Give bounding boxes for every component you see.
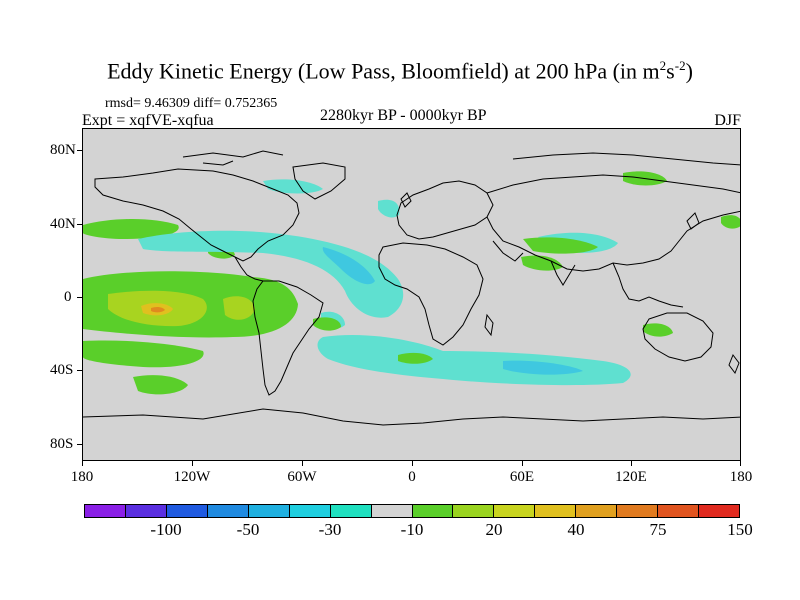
europe-coast [396,180,494,240]
australia-anomaly [643,323,673,337]
x-label-120w: 120W [173,469,211,485]
siberian-arctic-coast [512,152,740,166]
map-plot-area [82,128,741,461]
arabia-india-coast [492,240,576,286]
canadian-arctic-coast [182,150,284,166]
greenland-anomaly [263,179,323,194]
antarctica-coast [83,408,740,426]
colorbar-label: 150 [727,520,753,539]
x-tick [740,461,741,466]
south-pacific-anomaly-2 [133,375,188,395]
x-tick [192,461,193,466]
south-america-coast [252,280,324,396]
japan-coast [686,212,700,230]
southeast-asia-coast [612,262,684,308]
south-atlantic-anomaly [313,317,341,331]
colorbar-box-3 [207,505,249,517]
north-america-coast [94,168,300,262]
x-label-120e: 120E [615,469,647,485]
y-label-40s: 40S [50,362,74,378]
coastlines [83,150,740,426]
y-label-80s: 80S [50,436,74,452]
map-svg [83,150,740,426]
southern-green-anomaly [398,352,433,364]
x-label-180e: 180 [729,469,753,485]
new-zealand-coast [728,353,740,375]
colorbar-label: -10 [400,520,424,539]
south-pacific-anomaly [83,340,204,368]
mediterranean-anomaly [523,237,598,254]
x-label-180w: 180 [70,469,94,485]
y-tick [77,224,82,225]
colorbar-label: -50 [236,520,260,539]
colorbar-box-12 [576,505,618,517]
colorbar-box-7 [371,505,413,517]
peru-anomaly [223,296,255,320]
x-tick [631,461,632,466]
colorbar-label: 40 [567,520,585,539]
chart-title: Eddy Kinetic Energy (Low Pass, Bloomfiel… [107,58,693,84]
anomaly-fields [83,171,740,395]
experiment-label: Expt = xqfVE-xqfua [82,112,214,129]
atlantic-negative-core [322,247,375,285]
y-tick [77,150,82,151]
north-pacific-anomaly [83,219,179,239]
colorbar-box-8 [412,505,454,517]
x-tick [412,461,413,466]
colorbar-box-6 [330,505,372,517]
y-tick [77,444,82,445]
india-anomaly [521,255,563,271]
colorbar-box-5 [289,505,331,517]
x-tick [302,461,303,466]
central-america-coast [234,256,264,282]
colorbar-box-11 [535,505,577,517]
europe-negative-anomaly [378,199,400,218]
period-label: 2280kyr BP - 0000kyr BP [320,107,487,124]
y-label-80n: 80N [50,142,76,158]
australia-coast [642,312,714,362]
y-tick [77,370,82,371]
colorbar-box-4 [248,505,290,517]
x-label-60w: 60W [287,469,317,485]
southern-ocean-anomaly [317,334,631,386]
colorbar-box-14 [658,505,700,517]
x-tick [82,461,83,466]
colorbar [84,504,740,518]
africa-coast [378,242,484,346]
season-label: DJF [714,112,741,129]
pacific-tropical-max [151,306,165,313]
southern-ocean-core [503,360,583,375]
rmsd-stats: rmsd= 9.46309 diff= 0.752365 [105,96,278,111]
y-tick [77,297,82,298]
colorbar-box-9 [453,505,495,517]
madagascar-coast [484,313,494,337]
colorbar-box-15 [699,505,739,517]
x-label-60e: 60E [509,469,535,485]
colorbar-label: -100 [150,520,182,539]
colorbar-box-10 [494,505,536,517]
west-pacific-anomaly [721,215,740,229]
y-label-0: 0 [64,289,72,305]
x-tick [522,461,523,466]
colorbar-box-13 [617,505,659,517]
y-label-40n: 40N [50,216,76,232]
x-label-0: 0 [408,469,416,485]
colorbar-box-1 [125,505,167,517]
uk-coast [400,192,412,208]
colorbar-box-2 [166,505,208,517]
greenland-coast [292,162,346,200]
colorbar-label: 20 [485,520,503,539]
colorbar-label: -30 [318,520,342,539]
colorbar-label: 75 [649,520,667,539]
colorbar-box-0 [85,505,126,517]
